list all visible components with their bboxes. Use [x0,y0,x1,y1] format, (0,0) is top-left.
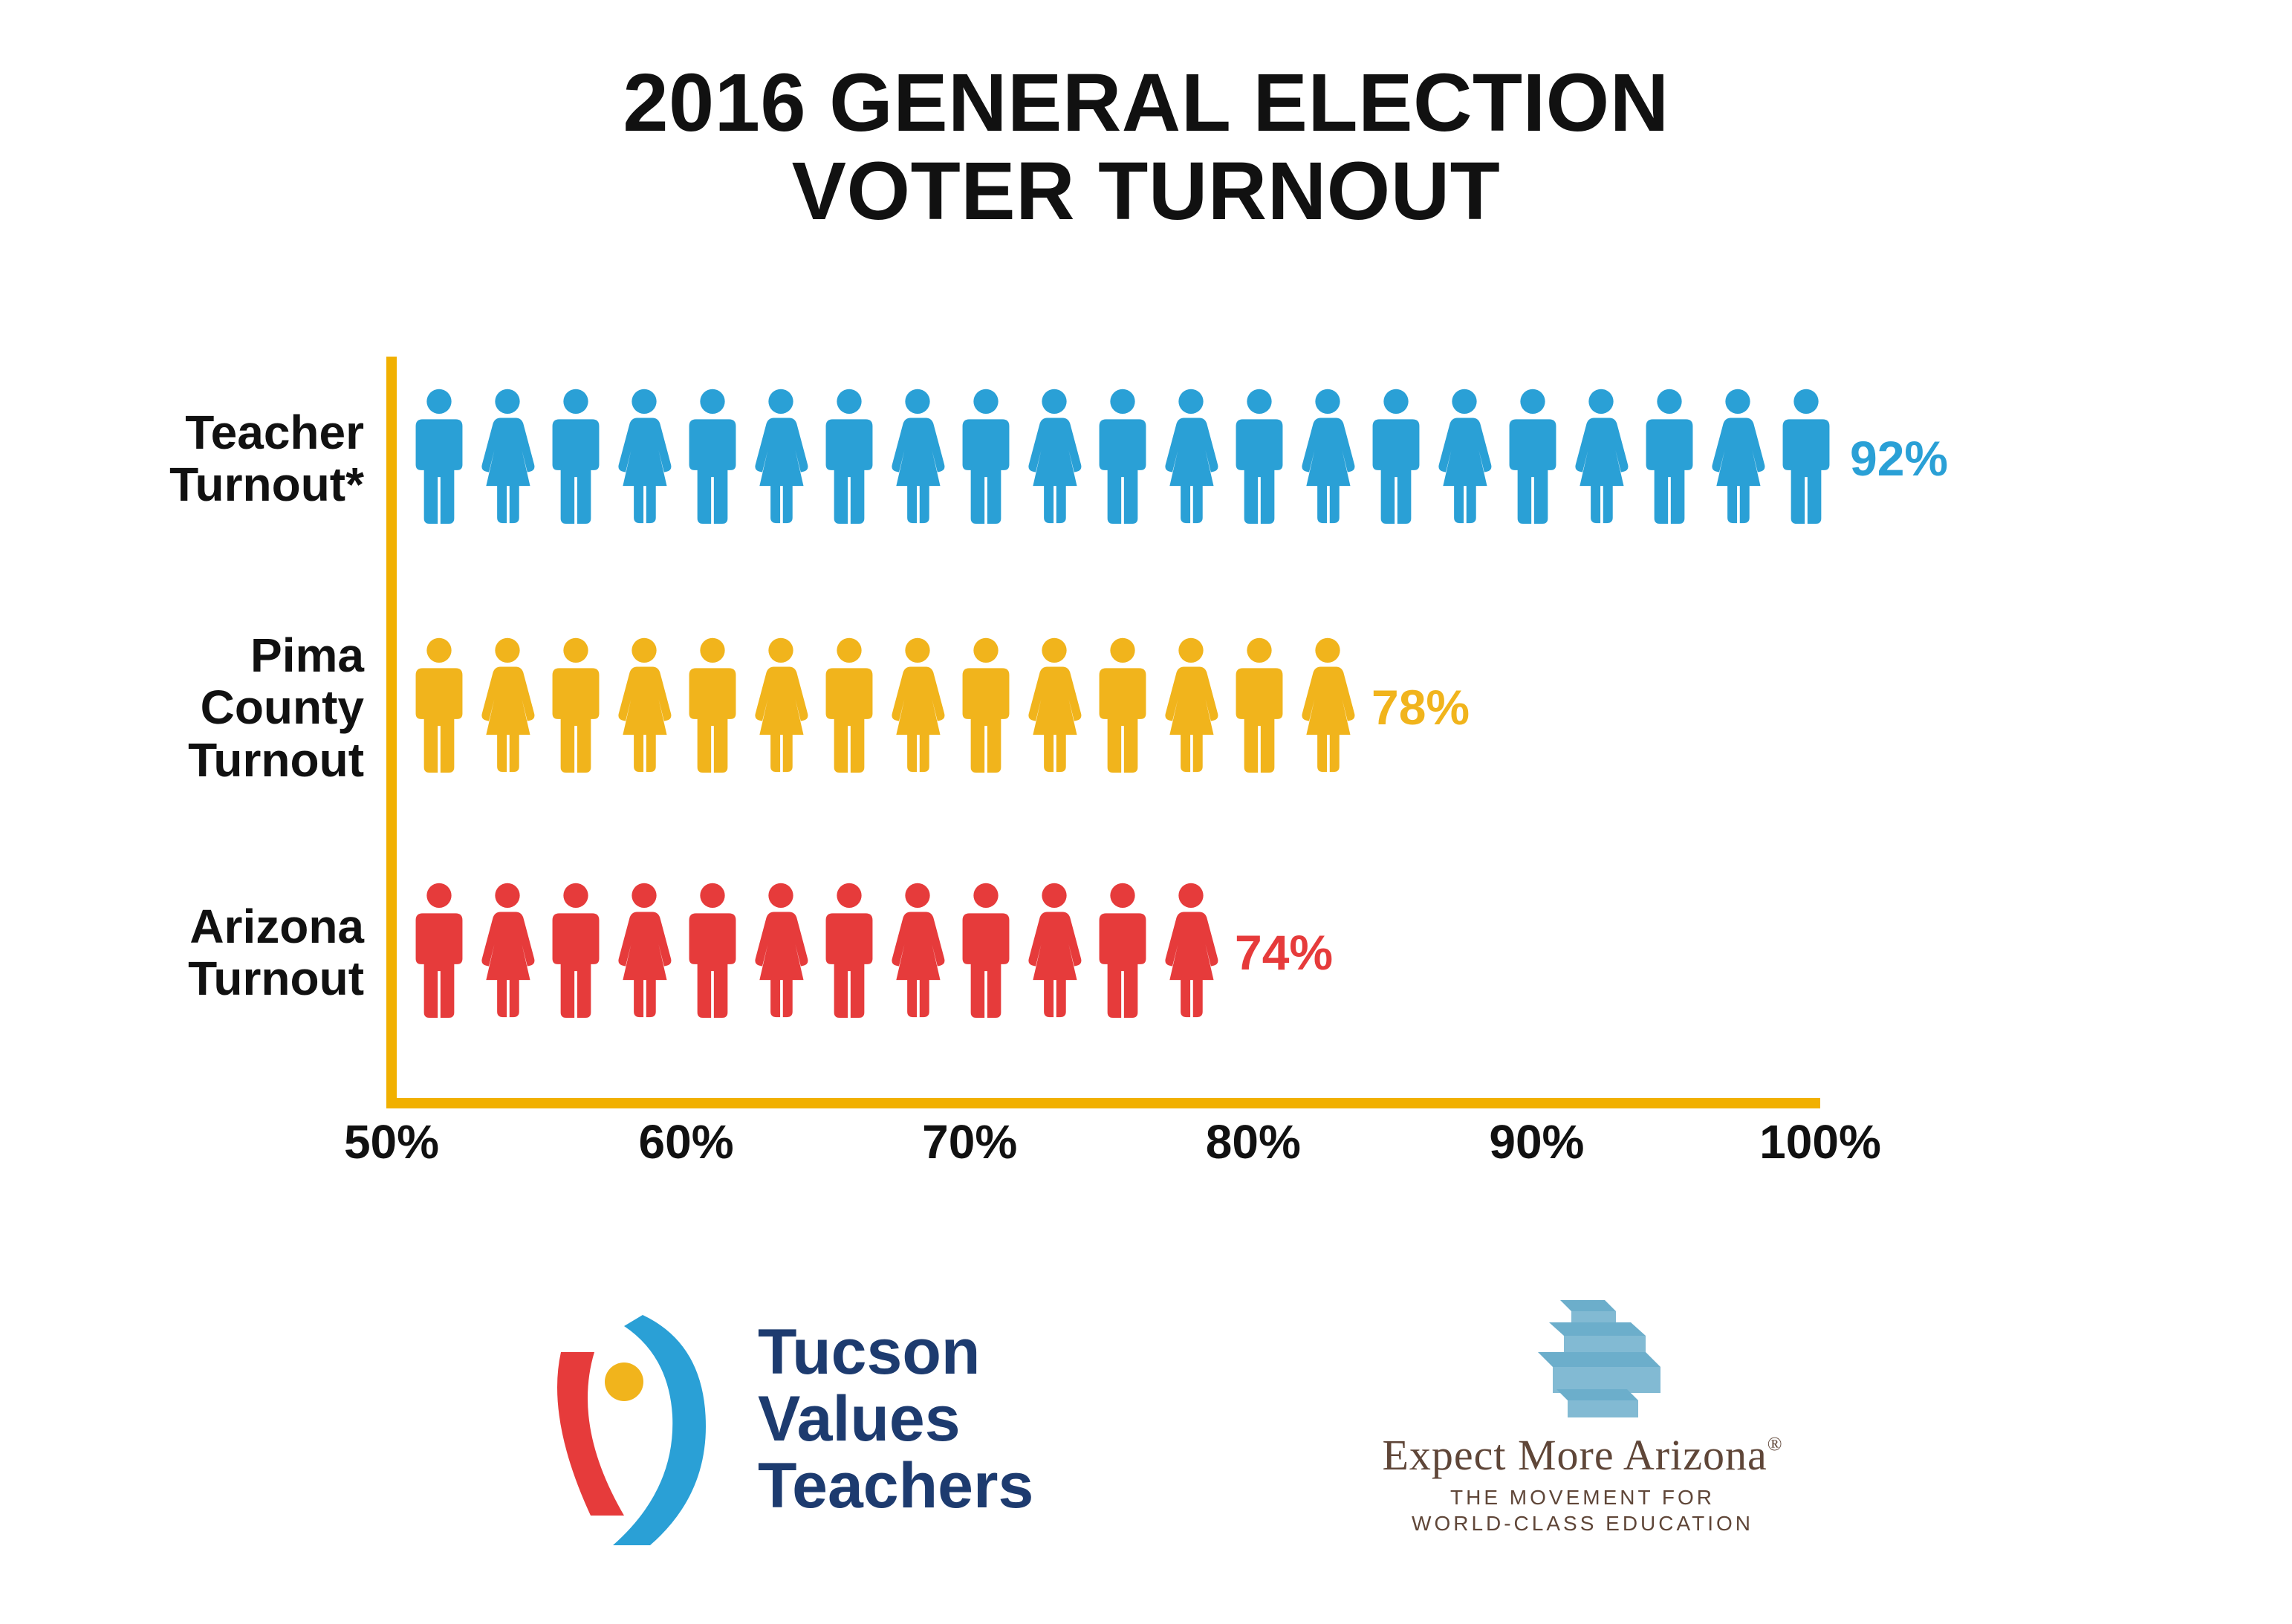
title-line-2: VOTER TURNOUT [0,148,2292,236]
registered-icon: ® [1767,1433,1783,1455]
person-male-icon [957,635,1015,773]
x-tick-label: 100% [1746,1114,1895,1169]
person-male-icon [547,880,605,1018]
person-female-icon [615,635,673,773]
person-male-icon [1640,386,1698,524]
person-female-icon [1162,635,1220,773]
person-female-icon [1299,386,1357,524]
ema-sub-line: THE MOVEMENT FOR [1278,1484,1887,1510]
pictogram-row-arizona [410,884,1230,1022]
person-female-icon [478,880,536,1018]
page-title: 2016 GENERAL ELECTION VOTER TURNOUT [0,59,2292,236]
person-female-icon [1025,880,1083,1018]
x-tick-label: 60% [612,1114,761,1169]
person-male-icon [547,635,605,773]
row-label-pima: PimaCountyTurnout [97,629,364,786]
person-male-icon [1230,635,1288,773]
person-female-icon [1162,880,1220,1018]
person-male-icon [1094,635,1152,773]
tvt-swoosh-icon [520,1285,728,1553]
person-male-icon [684,386,741,524]
y-axis [386,357,397,1108]
ema-sub-line: WORLD-CLASS EDUCATION [1278,1510,1887,1536]
expect-more-arizona-logo: Expect More Arizona® THE MOVEMENT FOR WO… [1278,1278,1887,1560]
person-female-icon [615,386,673,524]
ema-title-text: Expect More Arizona [1382,1431,1767,1479]
ema-title: Expect More Arizona® [1278,1430,1887,1480]
tvt-text-line: Teachers [758,1452,1033,1519]
title-line-1: 2016 GENERAL ELECTION [0,59,2292,148]
person-male-icon [820,635,878,773]
ema-blocks-icon [1278,1278,1887,1426]
person-male-icon [1094,386,1152,524]
person-female-icon [615,880,673,1018]
person-female-icon [1435,386,1493,524]
person-female-icon [478,635,536,773]
person-male-icon [410,880,468,1018]
x-tick-label: 80% [1179,1114,1328,1169]
person-male-icon [957,386,1015,524]
person-male-icon [1230,386,1288,524]
person-female-icon [1025,386,1083,524]
person-female-icon [889,386,947,524]
person-female-icon [1299,635,1357,773]
tvt-logo-text: Tucson Values Teachers [758,1319,1033,1520]
x-tick-label: 50% [317,1114,466,1169]
logos-region: Tucson Values Teachers [0,1278,2292,1590]
person-male-icon [410,386,468,524]
turnout-chart: 50%60%70%80%90%100%TeacherTurnout* [97,319,2147,1144]
tvt-text-line: Tucson [758,1319,1033,1386]
person-male-icon [684,635,741,773]
ema-subtitle: THE MOVEMENT FOR WORLD-CLASS EDUCATION [1278,1484,1887,1536]
person-female-icon [1572,386,1630,524]
person-male-icon [1094,880,1152,1018]
pictogram-row-teacher [410,390,1845,527]
x-tick-label: 70% [895,1114,1044,1169]
person-male-icon [820,386,878,524]
value-label-teacher: 92% [1850,430,1948,487]
person-female-icon [752,880,810,1018]
x-tick-label: 90% [1462,1114,1611,1169]
person-female-icon [889,635,947,773]
person-male-icon [1367,386,1425,524]
tvt-text-line: Values [758,1386,1033,1452]
person-male-icon [820,880,878,1018]
person-female-icon [752,635,810,773]
pictogram-row-pima [410,639,1367,776]
person-female-icon [752,386,810,524]
person-female-icon [1025,635,1083,773]
person-female-icon [889,880,947,1018]
tucson-values-teachers-logo: Tucson Values Teachers [520,1278,1114,1560]
value-label-pima: 78% [1371,679,1470,735]
person-female-icon [1162,386,1220,524]
person-male-icon [684,880,741,1018]
row-label-teacher: TeacherTurnout* [97,406,364,511]
infographic-canvas: 2016 GENERAL ELECTION VOTER TURNOUT 50%6… [0,0,2292,1624]
x-axis [386,1098,1820,1108]
value-label-arizona: 74% [1235,924,1333,981]
person-male-icon [1777,386,1835,524]
person-male-icon [410,635,468,773]
row-label-arizona: ArizonaTurnout [97,900,364,1005]
person-male-icon [1504,386,1562,524]
person-female-icon [478,386,536,524]
person-male-icon [547,386,605,524]
person-female-icon [1709,386,1767,524]
person-male-icon [957,880,1015,1018]
